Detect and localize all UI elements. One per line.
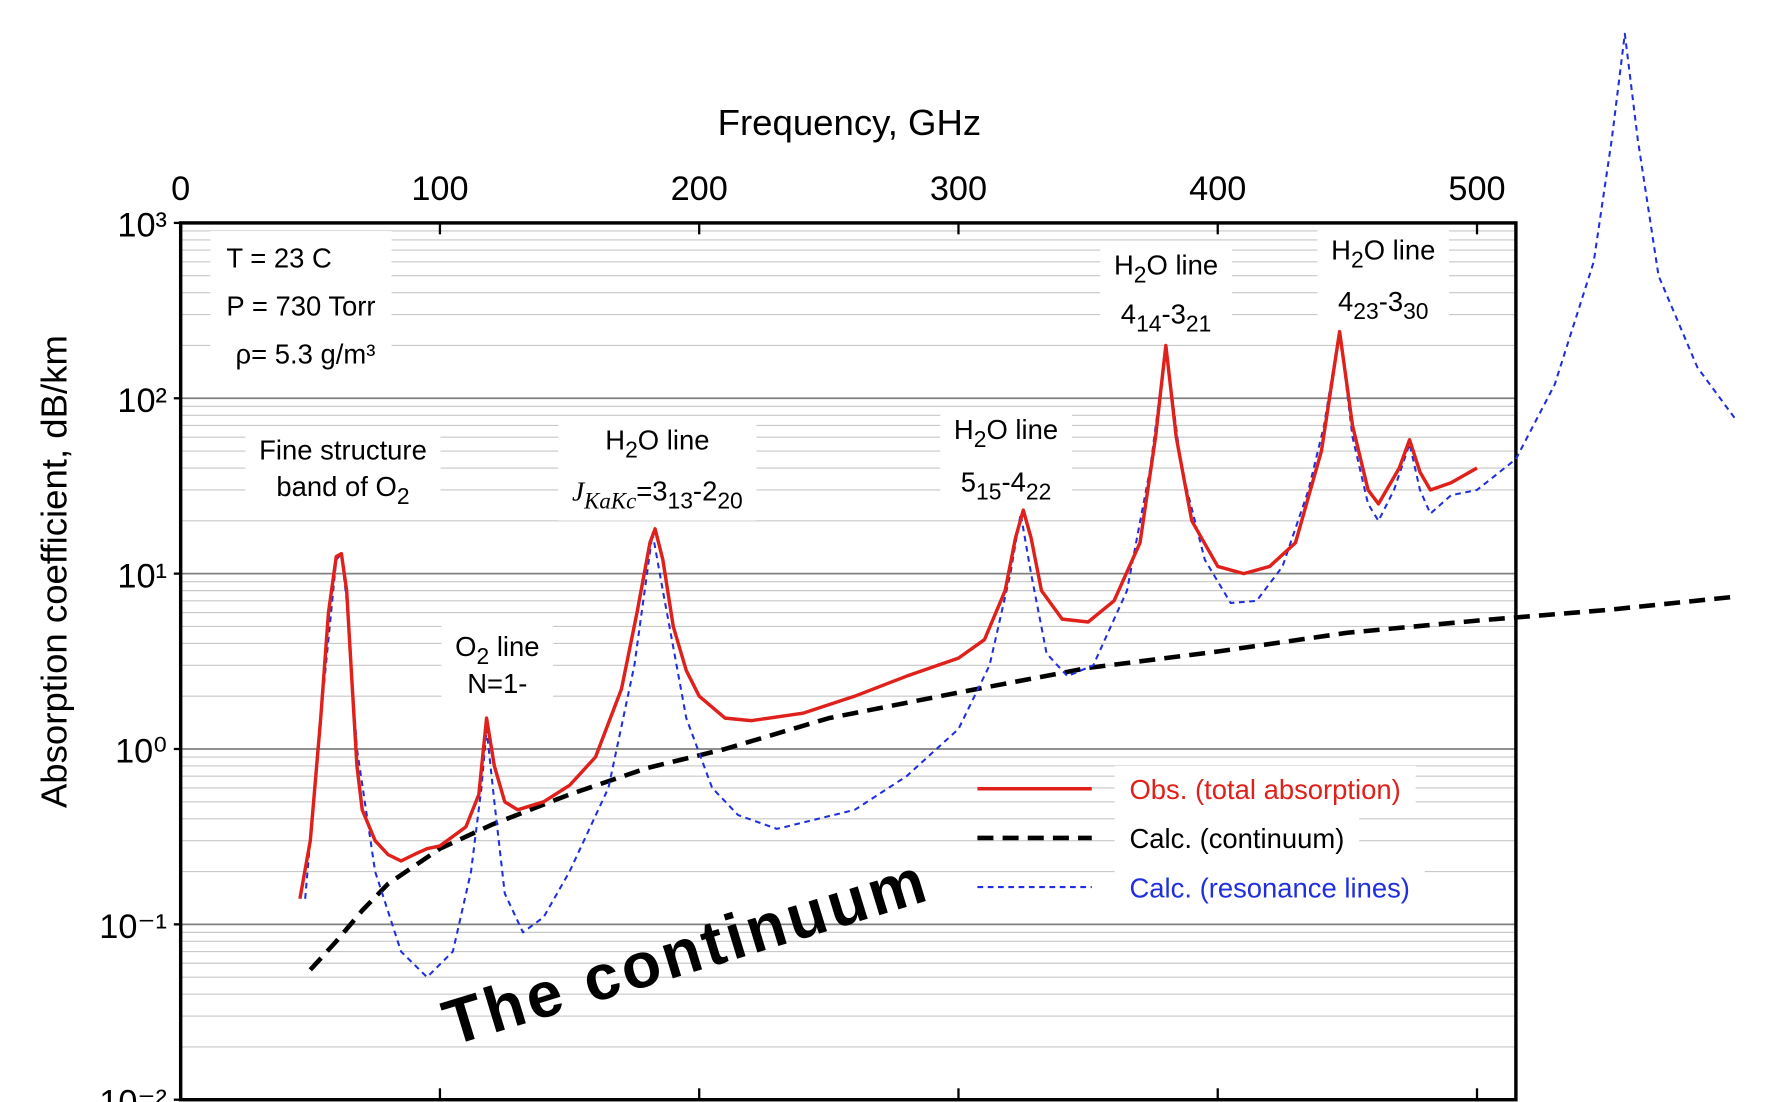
x-tick-label: 100: [411, 170, 468, 208]
subscript: 2: [1134, 261, 1147, 287]
annotation-line: N=1-: [467, 668, 527, 699]
annotation-line: 423-330: [1338, 286, 1429, 324]
subscript: 21: [1186, 311, 1211, 337]
annotation-text: O line: [986, 414, 1058, 445]
subscript: KaKc: [583, 489, 636, 514]
annotation-line: JKaKc=313-220: [572, 476, 743, 514]
annotation-text: =3: [636, 476, 667, 507]
annotation-line: H2O line: [605, 424, 709, 462]
annotation-text: line: [489, 631, 539, 662]
annotation-text: band of O: [276, 471, 396, 502]
annotation: H2O line 414-321: [1100, 242, 1232, 344]
x-tick-label: 0: [171, 170, 190, 208]
x-tick-label: 200: [671, 170, 728, 208]
annotation-line: 515-422: [961, 467, 1052, 505]
annotation-text: 4: [1338, 286, 1353, 317]
subscript: 13: [667, 488, 692, 514]
subscript: 20: [717, 488, 742, 514]
annotation-text: -2: [693, 476, 717, 507]
subscript: 30: [1403, 298, 1428, 324]
annotation: H2O line 515-422: [940, 407, 1072, 512]
x-tick-label: 400: [1189, 170, 1246, 208]
y-tick-label: 10¹: [117, 557, 167, 595]
annotation-bg: [940, 407, 1072, 512]
annotation-line: O2 line: [455, 631, 539, 669]
annotation-text: H: [954, 414, 974, 445]
annotation-line: band of O2: [276, 471, 409, 509]
annotation: H2O line 423-330: [1317, 227, 1450, 331]
annotation-text: N=1-: [467, 668, 527, 699]
annotation-text: -3: [1379, 286, 1403, 317]
annotation-text: 5: [961, 467, 976, 498]
annotation: Fine structure band of O2: [245, 427, 441, 516]
x-tick-label: 500: [1448, 170, 1505, 208]
series-line: [298, 329, 1478, 900]
annotation-bg: [1100, 242, 1232, 344]
annotation-text: H: [1331, 234, 1351, 265]
annotation-bg: [558, 417, 757, 521]
annotation-text: H: [605, 424, 625, 455]
annotation-bg: [441, 624, 554, 706]
legend-bg: [1114, 864, 1425, 910]
annotation-bg: [245, 427, 441, 516]
annotation-text: O line: [638, 424, 710, 455]
annotation-text: O line: [1147, 249, 1219, 280]
annotation-line: H2O line: [1331, 234, 1435, 272]
x-axis-title: Frequency, GHz: [718, 102, 982, 143]
info-line: P = 730 Torr: [226, 291, 375, 322]
info-line: ρ= 5.3 g/m³: [236, 339, 376, 370]
subscript: 2: [974, 426, 987, 452]
y-tick-label: 10⁻¹: [99, 908, 167, 946]
legend-label: Calc. (continuum): [1129, 823, 1344, 854]
annotation-line: Fine structure: [259, 435, 427, 466]
annotation-text: Fine structure: [259, 435, 427, 466]
subscript: 2: [625, 436, 638, 462]
annotation-line: H2O line: [1114, 249, 1218, 287]
legend-bg: [1114, 765, 1416, 812]
subscript: 22: [1026, 479, 1051, 505]
series-line: [308, 594, 1737, 972]
annotation-text: O line: [1364, 234, 1436, 265]
x-tick-label: 300: [930, 170, 987, 208]
y-tick-label: 10⁰: [115, 733, 167, 771]
annotation: H2O line JKaKc=313-220: [558, 417, 757, 521]
plot-frame: [178, 221, 1518, 1102]
subscript: 2: [476, 643, 489, 669]
y-tick-label: 10³: [117, 207, 167, 245]
annotation-line: H2O line: [954, 414, 1058, 452]
annotation-bg: [1317, 227, 1450, 331]
annotation-text: -4: [1001, 467, 1025, 498]
info-box-bg: [210, 231, 392, 381]
legend-label: Calc. (resonance lines): [1129, 872, 1409, 903]
y-axis-title: Absorption coefficient, dB/km: [33, 335, 74, 808]
annotation-text: -3: [1162, 299, 1186, 330]
annotation-text: H: [1114, 249, 1134, 280]
subscript: 15: [976, 479, 1001, 505]
annotation-text: 4: [1121, 299, 1136, 330]
y-tick-label: 10⁻²: [99, 1083, 167, 1102]
y-tick-label: 10²: [117, 382, 167, 420]
annotation-text: J: [572, 477, 586, 507]
legend-label: Obs. (total absorption): [1129, 774, 1400, 805]
subscript: 2: [397, 483, 410, 509]
info-line: T = 23 C: [226, 242, 331, 273]
legend-bg: [1114, 815, 1360, 861]
subscript: 23: [1353, 298, 1378, 324]
annotation-text: O: [455, 631, 476, 662]
subscript: 14: [1136, 311, 1162, 337]
info-box: T = 23 C P = 730 Torr ρ= 5.3 g/m³: [210, 231, 392, 381]
subscript: 2: [1351, 246, 1364, 272]
annotation-line: 414-321: [1121, 299, 1212, 337]
